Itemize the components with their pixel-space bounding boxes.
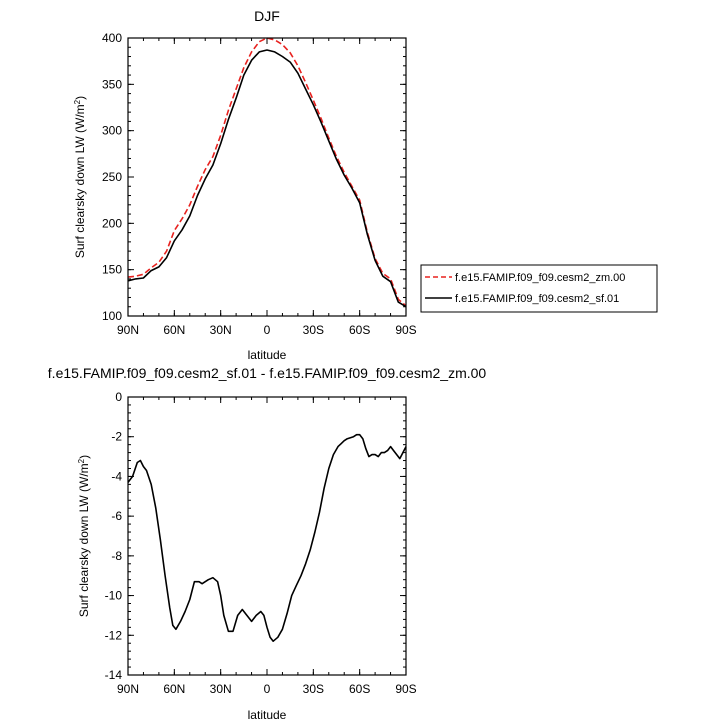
top-chart-x-tick-label: 60S: [349, 323, 370, 337]
bottom-chart-x-tick-label: 90N: [117, 682, 139, 696]
top-chart-y-axis-title: Surf clearsky down LW (W/m2): [73, 96, 87, 258]
top-chart-y-tick-label: 400: [102, 31, 122, 45]
top-chart-x-tick-label: 90S: [395, 323, 416, 337]
bottom-chart-x-axis-title: latitude: [248, 708, 287, 722]
bottom-chart-series-line-0: [127, 433, 407, 643]
bottom-chart-x-tick-label: 30S: [303, 682, 324, 696]
bottom-chart-y-tick-label: -10: [105, 589, 123, 603]
top-chart-x-tick-label: 0: [264, 323, 271, 337]
bottom-chart-panel: f.e15.FAMIP.f09_f09.cesm2_sf.01 - f.e15.…: [48, 365, 487, 722]
bottom-chart-y-tick-label: -12: [105, 628, 123, 642]
top-chart-frame: [127, 37, 407, 317]
top-chart-x-tick-label: 30S: [303, 323, 324, 337]
legend-label-zm: f.e15.FAMIP.f09_f09.cesm2_zm.00: [455, 272, 625, 284]
bottom-chart-y-tick-label: -6: [111, 509, 122, 523]
bottom-chart-plot: [127, 433, 407, 643]
bottom-chart-y-tick-label: -2: [111, 430, 122, 444]
bottom-chart-ticks: 90N 60N 30N 0 30S 60S 90S -14 -12 -10 -8 -6 -4 -2 0: [105, 390, 417, 696]
top-chart-y-tick-label: 350: [102, 77, 122, 91]
top-chart-y-tick-label: 150: [102, 263, 122, 277]
bottom-chart-x-tick-label: 60N: [163, 682, 185, 696]
bottom-chart-y-tick-label: -8: [111, 549, 122, 563]
top-chart-y-tick-label: 100: [102, 309, 122, 323]
bottom-chart-y-axis-title: Surf clearsky down LW (W/m2): [77, 455, 91, 617]
bottom-chart-x-tick-label: 30N: [210, 682, 232, 696]
legend-label-sf: f.e15.FAMIP.f09_f09.cesm2_sf.01: [455, 293, 619, 305]
bottom-chart-y-tick-label: -4: [111, 469, 122, 483]
legend: f.e15.FAMIP.f09_f09.cesm2_zm.00 f.e15.FA…: [420, 264, 658, 313]
bottom-chart-x-tick-label: 0: [264, 682, 271, 696]
top-chart-x-tick-label: 90N: [117, 323, 139, 337]
bottom-chart-y-tick-label: -14: [105, 668, 123, 682]
bottom-chart-x-tick-label: 60S: [349, 682, 370, 696]
bottom-chart-x-tick-label: 90S: [395, 682, 416, 696]
legend-box: [420, 264, 658, 313]
top-chart-series-line-0: [127, 37, 407, 307]
bottom-chart-y-tick-label: 0: [115, 390, 122, 404]
top-chart-x-tick-label: 30N: [210, 323, 232, 337]
top-chart-ticks: 90N 60N 30N 0 30S 60S 90S 100 150 200 250 300 350 400: [102, 31, 417, 337]
bottom-chart-frame: [127, 396, 407, 676]
top-chart-title: DJF: [254, 8, 280, 24]
bottom-chart-title: f.e15.FAMIP.f09_f09.cesm2_sf.01 - f.e15.…: [48, 365, 487, 381]
top-chart-x-axis-title: latitude: [248, 348, 287, 362]
top-chart-x-tick-label: 60N: [163, 323, 185, 337]
top-chart-plot: [127, 37, 407, 308]
top-chart-panel: DJF 90N 60N 30N 0 30S 60S 90S 100 150 200 250 300 35…: [73, 8, 658, 362]
top-chart-series-line-1: [127, 49, 407, 308]
top-chart-y-tick-label: 250: [102, 170, 122, 184]
top-chart-y-tick-label: 300: [102, 124, 122, 138]
top-chart-y-tick-label: 200: [102, 216, 122, 230]
